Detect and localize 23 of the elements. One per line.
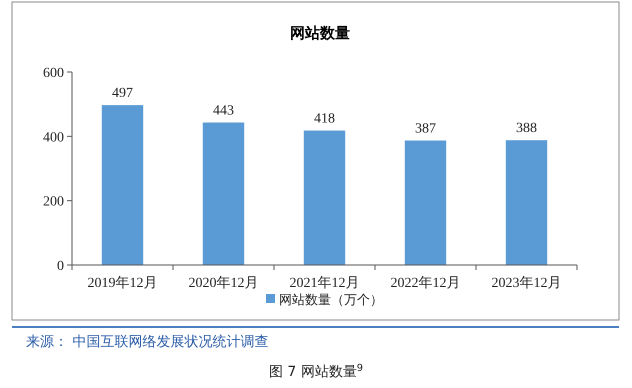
y-tick-label: 400	[43, 130, 64, 146]
bar	[202, 122, 244, 265]
legend: 网站数量（万个）	[266, 293, 383, 308]
bar	[102, 105, 144, 265]
chart-title: 网站数量	[290, 24, 350, 42]
data-label: 418	[314, 112, 335, 127]
x-tick-label: 2021年12月	[290, 275, 360, 291]
x-tick-label: 2023年12月	[492, 275, 562, 291]
data-label: 497	[112, 86, 133, 102]
data-label: 387	[415, 122, 436, 137]
y-tick-label: 200	[43, 194, 64, 210]
source-note: 来源： 中国互联网络发展状况统计调查	[26, 334, 268, 350]
x-tick-label: 2022年12月	[390, 275, 460, 291]
x-tick-label: 2020年12月	[188, 275, 258, 291]
bar	[304, 130, 346, 265]
bar	[404, 140, 446, 265]
y-tick-label: 0	[57, 259, 64, 274]
data-label: 388	[516, 121, 537, 136]
caption: 图 7 网站数量$^{9}$	[268, 362, 364, 380]
x-tick-label: 2019年12月	[88, 275, 158, 291]
y-tick-label: 600	[43, 66, 64, 81]
data-label: 443	[213, 104, 234, 118]
bar	[506, 140, 548, 265]
